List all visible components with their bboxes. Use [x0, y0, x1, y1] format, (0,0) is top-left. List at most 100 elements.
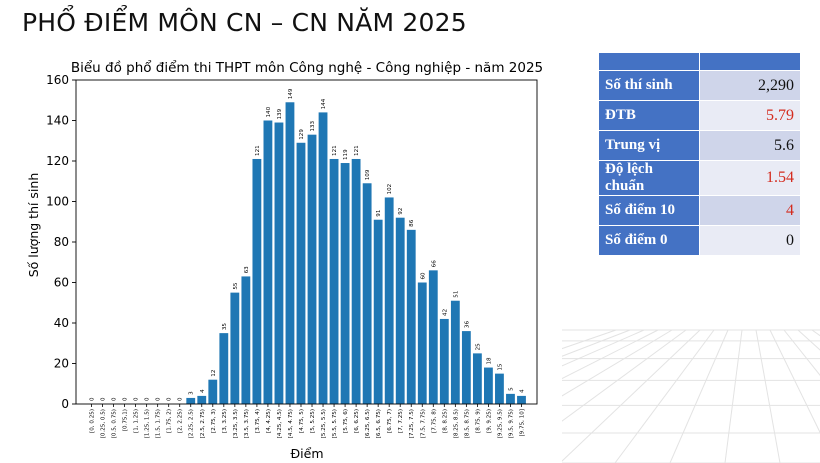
x-tick-label: [2, 2.25)	[178, 409, 184, 433]
slide-title: PHỔ ĐIỂM MÔN CN – CN NĂM 2025	[22, 8, 467, 37]
bars	[186, 102, 526, 405]
bar	[472, 353, 482, 404]
bar-value-label: 51	[453, 290, 459, 298]
bar	[517, 395, 526, 404]
bar-value-label: 0	[156, 397, 162, 401]
bar-value-label: 0	[90, 397, 96, 401]
bar-value-label: 0	[167, 397, 173, 401]
x-tick-label: [1.75, 2)	[167, 409, 173, 433]
bar	[506, 393, 515, 404]
bar	[307, 134, 317, 405]
stats-row: Số điểm 10 4	[598, 195, 801, 226]
bar	[197, 395, 207, 404]
x-tick-label: [3.75, 4)	[255, 409, 261, 433]
y-axis-label: Số lượng thí sinh	[26, 173, 41, 278]
stats-value: 0	[699, 225, 801, 256]
x-tick-label: [5, 5.25)	[310, 409, 316, 433]
bar-value-label: 4	[519, 389, 525, 393]
bar-value-label: 102	[387, 184, 393, 195]
x-tick-label: [7, 7.25)	[398, 409, 404, 433]
bar-value-label: 0	[112, 397, 118, 401]
x-tick-label: [2.75, 3)	[211, 409, 217, 433]
bar	[252, 158, 262, 404]
x-tick-label: [6.5, 6.75)	[376, 409, 382, 438]
bar	[373, 219, 383, 404]
bar	[230, 292, 240, 404]
bar	[263, 120, 273, 404]
bar-value-label: 60	[420, 272, 426, 280]
stats-row: Số thí sinh 2,290	[598, 70, 801, 101]
x-tick-label: [0.75,1)	[123, 409, 129, 431]
x-tick-label: [0, 0.25)	[90, 409, 96, 433]
bar-value-label: 0	[101, 397, 107, 401]
bar-value-labels: 0 0 0 0 0 0 0 0 0 3 4 12 35 55 63 121 140 139 149 129 133 144…	[90, 88, 526, 401]
bar	[285, 102, 295, 405]
score-distribution-chart: Biểu đồ phổ điểm thi THPT môn Công nghệ …	[26, 59, 543, 461]
bar-value-label: 91	[376, 209, 382, 217]
bar	[439, 318, 449, 404]
stats-label: Trung vị	[598, 130, 700, 161]
bar-value-label: 25	[475, 343, 481, 351]
x-tick-label: [6, 6.25)	[354, 409, 360, 433]
bar	[186, 397, 196, 404]
bar	[208, 379, 218, 404]
bar-value-label: 12	[211, 370, 217, 377]
y-tick-label: 120	[46, 154, 69, 168]
stats-value: 5.79	[699, 100, 801, 131]
stats-value: 2,290	[699, 70, 801, 101]
bar-value-label: 0	[134, 397, 140, 401]
table-header-row	[598, 52, 801, 71]
y-tick-label: 80	[54, 235, 69, 249]
bar	[274, 122, 284, 405]
bar-value-label: 119	[343, 149, 349, 160]
stats-row: Trung vị 5.6	[598, 130, 801, 161]
x-tick-label: [0.5, 0.75)	[112, 409, 118, 438]
bar-value-label: 0	[178, 397, 184, 401]
x-tick-label: [8.75, 9)	[475, 409, 481, 433]
table-header-cell	[598, 52, 700, 71]
bar-value-label: 133	[310, 121, 316, 132]
stats-label: ĐTB	[598, 100, 700, 131]
bar-value-label: 66	[431, 260, 437, 268]
bar-value-label: 4	[200, 389, 206, 393]
bar-value-label: 0	[145, 397, 151, 401]
y-axis-ticks: 0 20 40 60 80 100 120 140 160	[46, 73, 76, 411]
stats-value: 1.54	[699, 160, 801, 196]
x-tick-label: [3.25, 3.5)	[233, 409, 239, 438]
x-tick-label: [5.5, 5.75)	[332, 409, 338, 438]
stats-row: Độ lệch chuẩn 1.54	[598, 160, 801, 196]
y-tick-label: 60	[54, 276, 69, 290]
stats-label: Số thí sinh	[598, 70, 700, 101]
bar-value-label: 15	[497, 363, 503, 371]
bar	[417, 282, 427, 404]
x-tick-label: [9.5, 9.75)	[508, 409, 514, 438]
bar-value-label: 92	[398, 208, 404, 215]
bar	[296, 142, 306, 404]
bar	[484, 367, 493, 404]
bar-value-label: 63	[244, 266, 250, 274]
bar	[340, 163, 350, 404]
x-tick-label: [5.75, 6)	[343, 409, 349, 433]
stats-row: ĐTB 5.79	[598, 100, 801, 131]
x-axis-ticks: [0, 0.25) [0.25, 0.5) [0.5, 0.75) [0.75,1) […	[90, 404, 525, 438]
bar	[362, 183, 372, 404]
chart-title: Biểu đồ phổ điểm thi THPT môn Công nghệ …	[71, 59, 543, 76]
x-tick-label: [2.5, 2.75)	[200, 409, 206, 438]
stats-value: 4	[699, 195, 801, 226]
bar	[351, 158, 361, 404]
y-tick-label: 100	[46, 195, 69, 209]
bar-value-label: 109	[365, 169, 371, 180]
x-tick-label: [6.75, 7)	[387, 409, 393, 433]
x-tick-label: [8.5, 8.75)	[464, 409, 470, 438]
x-tick-label: [1.25, 1.5)	[145, 409, 151, 438]
x-tick-label: [8.25, 8.5)	[453, 409, 459, 438]
bar-value-label: 0	[123, 397, 129, 401]
bar	[219, 333, 229, 404]
bar	[461, 331, 471, 404]
chart-panel: Biểu đồ phổ điểm thi THPT môn Công nghệ …	[22, 52, 562, 463]
bar	[428, 270, 438, 404]
x-tick-label: [4.25, 4.5)	[277, 409, 283, 438]
bar-value-label: 121	[332, 145, 338, 156]
plot-frame	[75, 79, 538, 405]
